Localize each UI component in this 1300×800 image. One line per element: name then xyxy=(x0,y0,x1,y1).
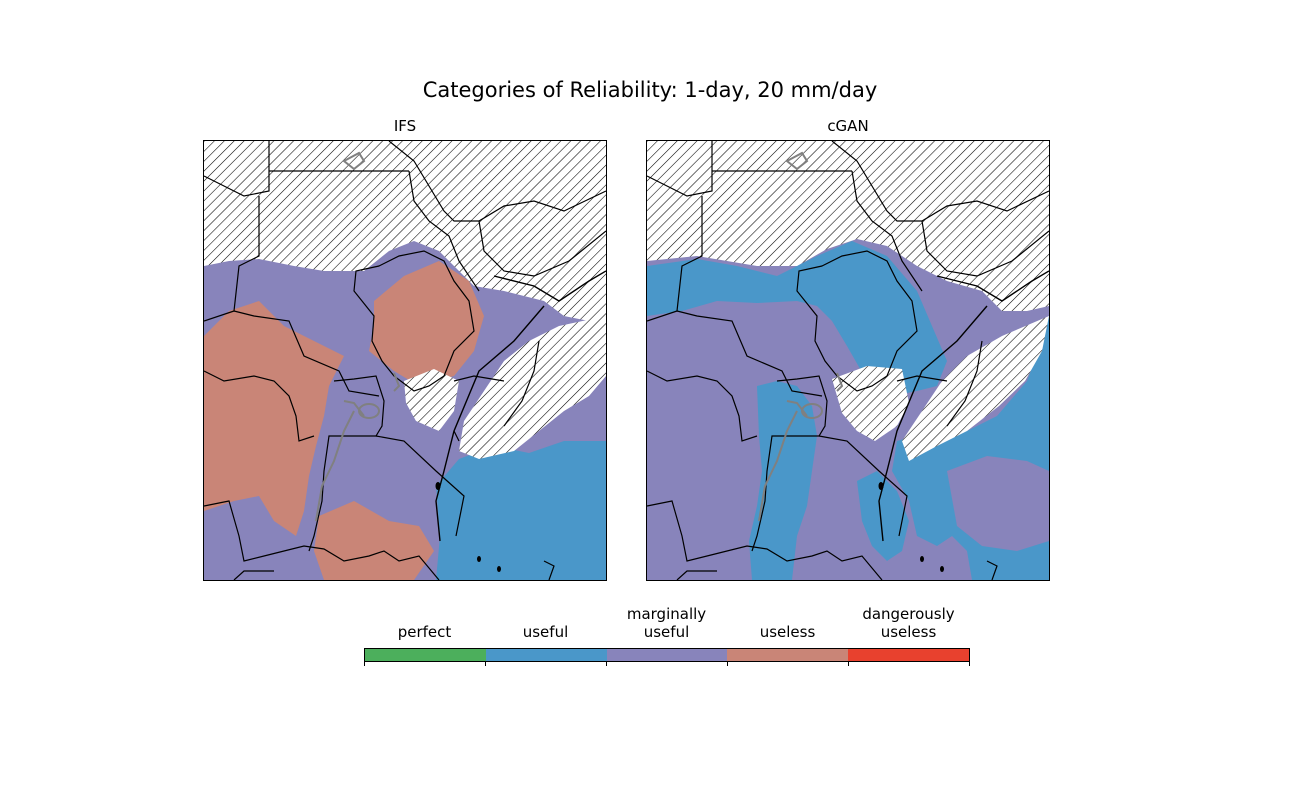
useful-region-east xyxy=(436,441,606,580)
ifs-map-graphic xyxy=(204,141,606,580)
colorbar-tick xyxy=(485,661,486,666)
useless-region-central xyxy=(369,261,484,386)
coastlines xyxy=(878,270,1049,542)
colorbar-label-dangerously-useless: dangerously useless xyxy=(862,605,955,641)
colorbar-segment-useful xyxy=(485,649,607,661)
figure-title: Categories of Reliability: 1-day, 20 mm/… xyxy=(422,78,878,102)
panel-title-cgan: cGAN xyxy=(827,117,869,135)
colorbar-label-marginally-useful: marginally useful xyxy=(626,605,707,641)
no-data-north xyxy=(204,141,606,321)
hatch-no-data-lake-area xyxy=(832,366,909,441)
colorbar-tick xyxy=(969,661,970,666)
country-borders xyxy=(204,141,606,580)
map-panel-ifs xyxy=(203,140,607,581)
country-borders xyxy=(647,141,1049,580)
colorbar-tick xyxy=(364,661,365,666)
colorbar-segment-perfect xyxy=(365,649,486,661)
no-data-horn xyxy=(459,316,606,459)
islands xyxy=(878,482,944,572)
colorbar-label-useless: useless xyxy=(759,623,816,641)
colorbar-segment-marginally-useful xyxy=(606,649,728,661)
panel-title-ifs: IFS xyxy=(393,117,417,135)
colorbar-label-useful: useful xyxy=(522,623,569,641)
useful-region-rift xyxy=(749,381,817,580)
map-panel-cgan xyxy=(646,140,1050,581)
colorbar-segment-dangerously-useless xyxy=(848,649,969,661)
colorbar-label-perfect: perfect xyxy=(397,623,452,641)
colorbar-tick xyxy=(727,661,728,666)
colorbar-tick xyxy=(848,661,849,666)
useful-region-north xyxy=(647,241,947,396)
colorbar xyxy=(364,648,970,662)
colorbar-segment-useless xyxy=(727,649,849,661)
cgan-map-graphic xyxy=(647,141,1049,580)
useful-region-south xyxy=(857,471,909,561)
islands xyxy=(435,482,501,572)
colorbar-tick xyxy=(606,661,607,666)
lakes xyxy=(315,151,401,522)
coastlines xyxy=(435,270,606,542)
no-data-lake-area xyxy=(404,369,459,431)
useless-region-west xyxy=(204,301,344,536)
hatch-no-data-horn xyxy=(902,316,1049,461)
lakes xyxy=(758,151,844,522)
marginally-useful-patch-southeast xyxy=(947,456,1049,551)
hatch-no-data-north xyxy=(647,141,1049,311)
